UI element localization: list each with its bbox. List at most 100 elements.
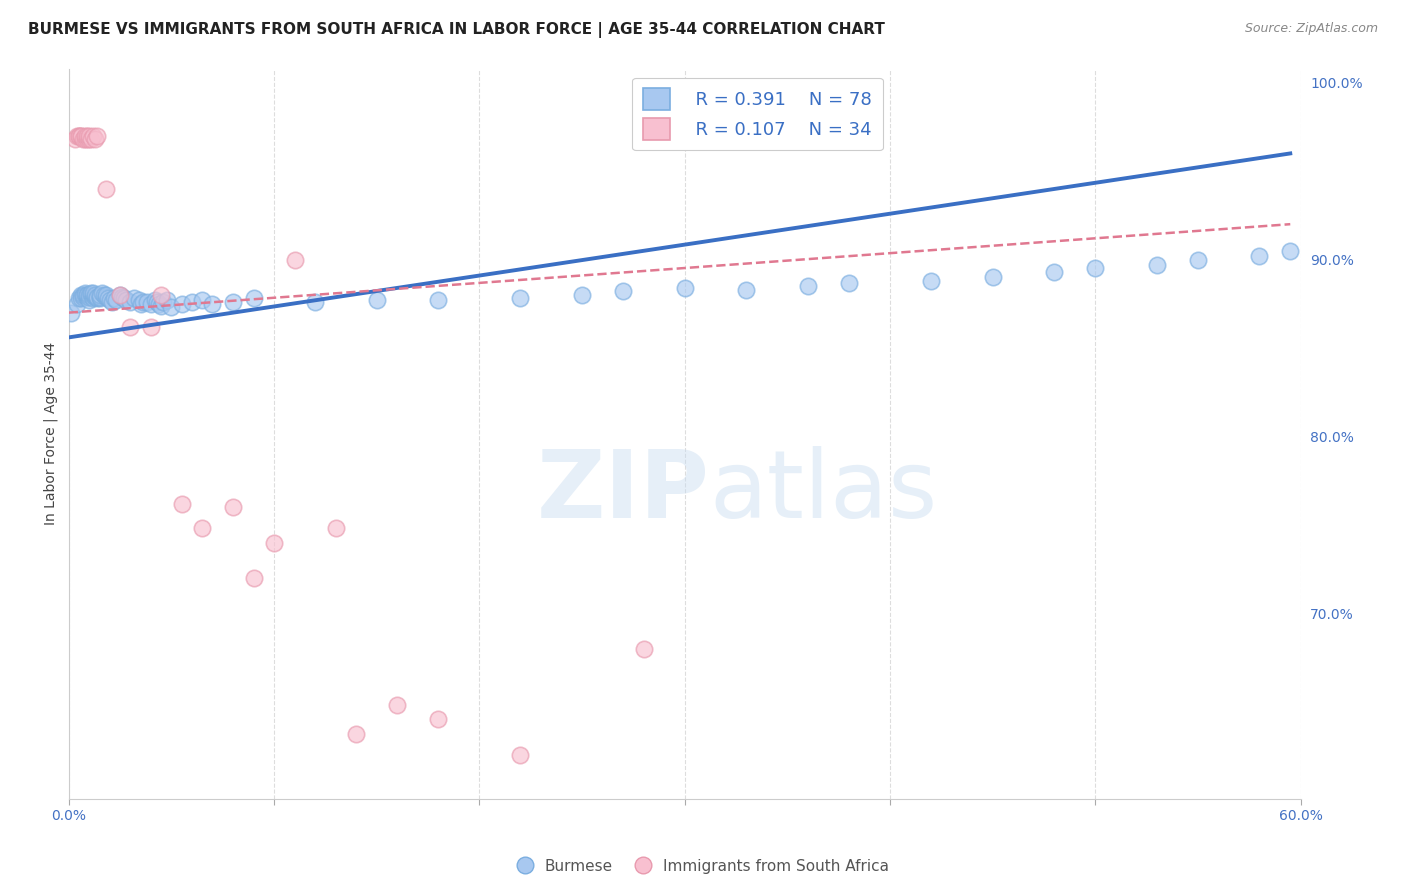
Point xyxy=(509,747,531,762)
Point xyxy=(920,274,942,288)
Point xyxy=(72,132,94,146)
Y-axis label: In Labor Force | Age 35-44: In Labor Force | Age 35-44 xyxy=(44,343,58,525)
Point xyxy=(67,292,90,306)
Point xyxy=(67,128,90,143)
Point xyxy=(82,286,104,301)
Point xyxy=(77,288,100,302)
Point xyxy=(76,128,98,143)
Point xyxy=(427,713,450,727)
Point xyxy=(139,297,162,311)
Point xyxy=(129,297,152,311)
Point xyxy=(67,128,90,143)
Legend:   R = 0.391    N = 78,   R = 0.107    N = 34: R = 0.391 N = 78, R = 0.107 N = 34 xyxy=(633,78,883,151)
Point xyxy=(242,292,264,306)
Point xyxy=(509,292,531,306)
Point xyxy=(94,182,117,196)
Point xyxy=(93,288,115,302)
Point xyxy=(304,295,326,310)
Point xyxy=(135,295,157,310)
Point xyxy=(981,270,1004,285)
Point xyxy=(108,288,131,302)
Point xyxy=(146,295,169,310)
Point xyxy=(1084,261,1107,276)
Point xyxy=(77,132,100,146)
Point xyxy=(98,293,121,308)
Point xyxy=(59,305,82,319)
Text: Source: ZipAtlas.com: Source: ZipAtlas.com xyxy=(1244,22,1378,36)
Point xyxy=(86,128,108,143)
Point xyxy=(84,132,107,146)
Point xyxy=(84,288,107,302)
Point xyxy=(75,288,97,302)
Point xyxy=(72,288,94,302)
Point xyxy=(104,293,127,308)
Point xyxy=(111,290,134,304)
Point xyxy=(191,293,214,308)
Point xyxy=(263,535,285,549)
Point xyxy=(70,128,93,143)
Point xyxy=(150,288,173,302)
Point xyxy=(387,698,409,713)
Point xyxy=(366,293,388,308)
Point xyxy=(156,293,179,308)
Point xyxy=(150,299,173,313)
Point xyxy=(427,293,450,308)
Point xyxy=(143,293,166,308)
Point xyxy=(70,288,93,302)
Point xyxy=(284,252,307,267)
Point xyxy=(80,286,103,301)
Point xyxy=(1279,244,1302,258)
Point xyxy=(82,292,104,306)
Point xyxy=(152,295,174,310)
Point xyxy=(222,295,245,310)
Point xyxy=(103,292,125,306)
Point xyxy=(90,286,112,301)
Text: atlas: atlas xyxy=(709,446,938,538)
Point xyxy=(70,292,93,306)
Point xyxy=(201,297,224,311)
Point xyxy=(1043,265,1066,279)
Point xyxy=(128,293,150,308)
Point xyxy=(75,286,97,301)
Point xyxy=(63,132,86,146)
Point xyxy=(80,288,103,302)
Point xyxy=(797,279,820,293)
Point xyxy=(72,290,94,304)
Point xyxy=(70,128,93,143)
Point xyxy=(344,726,367,740)
Point xyxy=(82,128,104,143)
Point xyxy=(97,292,120,306)
Point xyxy=(89,288,111,302)
Point xyxy=(1146,258,1168,272)
Point xyxy=(75,128,97,143)
Point xyxy=(89,292,111,306)
Point xyxy=(191,521,214,535)
Point xyxy=(1187,252,1209,267)
Point xyxy=(120,295,142,310)
Point xyxy=(75,132,97,146)
Point xyxy=(170,497,193,511)
Point xyxy=(80,132,103,146)
Point xyxy=(170,297,193,311)
Point xyxy=(86,292,108,306)
Point xyxy=(76,288,98,302)
Text: ZIP: ZIP xyxy=(537,446,709,538)
Text: BURMESE VS IMMIGRANTS FROM SOUTH AFRICA IN LABOR FORCE | AGE 35-44 CORRELATION C: BURMESE VS IMMIGRANTS FROM SOUTH AFRICA … xyxy=(28,22,884,38)
Point xyxy=(612,285,634,299)
Point xyxy=(66,128,89,143)
Point xyxy=(89,290,111,304)
Point xyxy=(77,290,100,304)
Point xyxy=(77,128,100,143)
Point xyxy=(76,132,98,146)
Point xyxy=(124,292,146,306)
Point xyxy=(222,500,245,515)
Point xyxy=(673,281,696,295)
Legend: Burmese, Immigrants from South Africa: Burmese, Immigrants from South Africa xyxy=(510,853,896,880)
Point xyxy=(77,293,100,308)
Point xyxy=(735,283,758,297)
Point xyxy=(633,641,655,656)
Point xyxy=(160,301,183,315)
Point xyxy=(325,521,347,535)
Point xyxy=(838,276,860,290)
Point xyxy=(571,288,593,302)
